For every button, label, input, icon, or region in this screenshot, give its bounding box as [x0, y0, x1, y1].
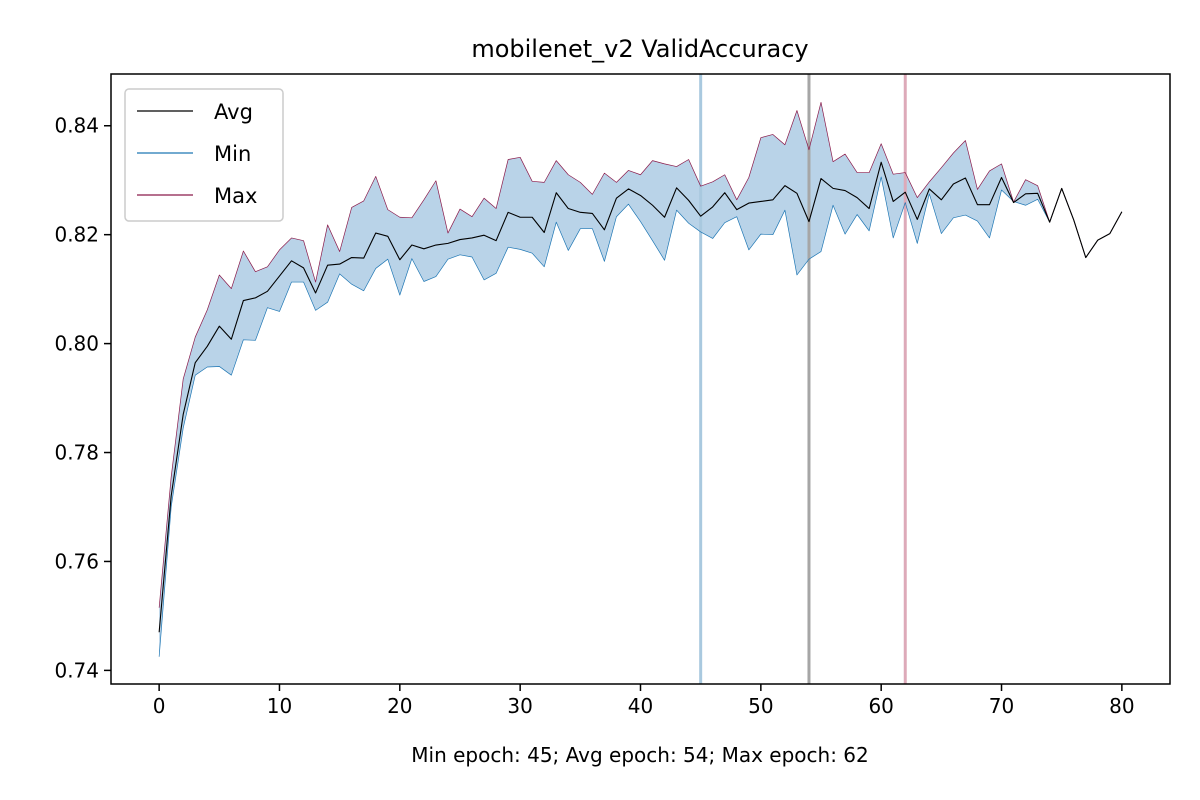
x-tick-label: 10: [267, 694, 292, 718]
y-axis: 0.74 0.76 0.78 0.80 0.82 0.84: [54, 114, 111, 682]
x-axis: 0 10 20 30 40 50 60 70 80: [153, 684, 1135, 718]
legend-label-avg: Avg: [214, 100, 253, 124]
series-line-min: [158, 176, 1123, 657]
x-tick-label: 70: [989, 694, 1014, 718]
series-line-max: [158, 101, 1123, 608]
y-tick-label: 0.74: [54, 658, 99, 682]
y-tick-label: 0.78: [54, 441, 99, 465]
y-tick-label: 0.84: [54, 114, 99, 138]
x-tick-label: 0: [153, 694, 166, 718]
x-tick-label: 80: [1109, 694, 1134, 718]
chart-title: mobilenet_v2 ValidAccuracy: [471, 35, 808, 63]
legend: Avg Min Max: [124, 88, 284, 222]
x-tick-label: 20: [387, 694, 412, 718]
x-axis-label: Min epoch: 45; Avg epoch: 54; Max epoch:…: [411, 743, 869, 767]
legend-box: [124, 88, 284, 222]
legend-label-min: Min: [214, 142, 251, 166]
plot-frame: [110, 73, 1171, 685]
x-tick-label: 50: [748, 694, 773, 718]
x-tick-label: 30: [507, 694, 532, 718]
min-max-band: [159, 102, 1122, 657]
x-tick-label: 60: [868, 694, 893, 718]
series-line-avg: [158, 161, 1123, 633]
x-tick-label: 40: [628, 694, 653, 718]
y-tick-label: 0.82: [54, 223, 99, 247]
y-tick-label: 0.80: [54, 332, 99, 356]
legend-label-max: Max: [214, 184, 257, 208]
y-tick-label: 0.76: [54, 549, 99, 573]
plot-area: [158, 74, 1123, 684]
